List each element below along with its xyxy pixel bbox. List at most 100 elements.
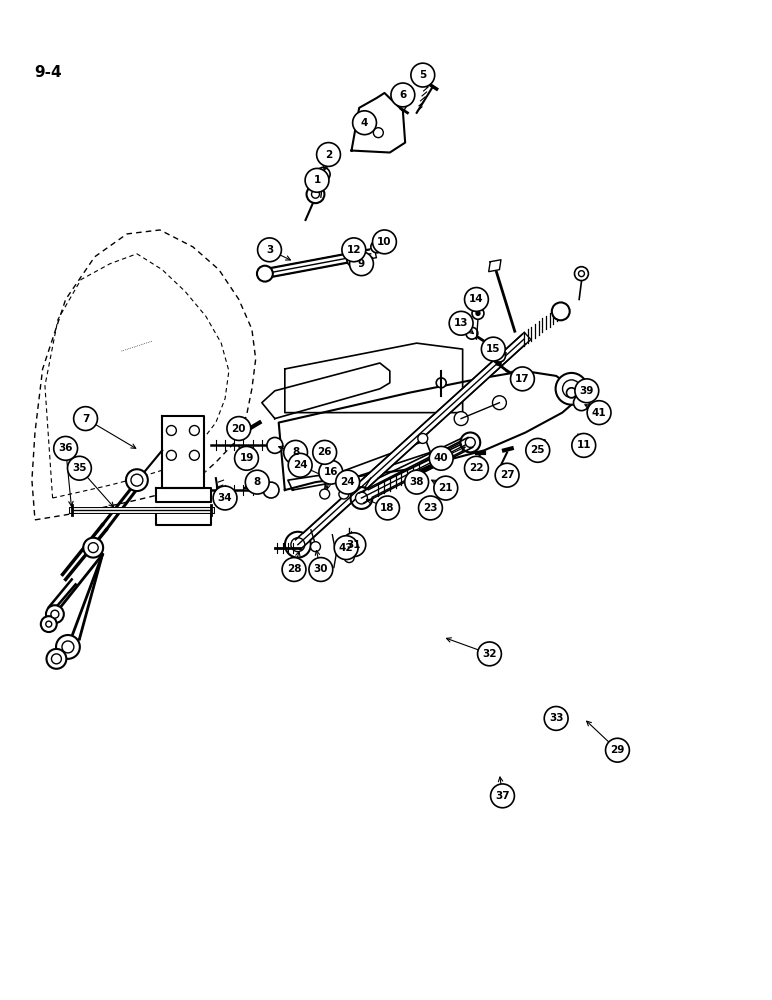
Circle shape — [605, 738, 629, 762]
Circle shape — [490, 784, 514, 808]
Text: 35: 35 — [72, 463, 86, 473]
Circle shape — [312, 190, 320, 198]
Circle shape — [466, 437, 476, 447]
Circle shape — [285, 532, 311, 558]
Text: 36: 36 — [59, 443, 73, 453]
Circle shape — [189, 450, 199, 460]
Circle shape — [324, 473, 333, 481]
Circle shape — [235, 446, 259, 470]
Circle shape — [51, 610, 59, 618]
Polygon shape — [162, 416, 204, 488]
Circle shape — [73, 407, 97, 431]
Circle shape — [544, 707, 568, 730]
Text: 16: 16 — [323, 467, 338, 477]
Circle shape — [350, 252, 374, 276]
Text: 24: 24 — [340, 477, 355, 487]
Circle shape — [556, 373, 587, 405]
Text: 33: 33 — [549, 713, 564, 723]
Circle shape — [62, 641, 74, 653]
Circle shape — [434, 476, 458, 500]
Text: 30: 30 — [313, 564, 328, 574]
Text: 9-4: 9-4 — [35, 65, 63, 80]
Circle shape — [574, 395, 589, 411]
Circle shape — [339, 489, 349, 499]
Text: 20: 20 — [232, 424, 246, 434]
Text: 31: 31 — [347, 540, 361, 550]
Circle shape — [356, 492, 367, 504]
Circle shape — [466, 327, 478, 339]
Circle shape — [167, 450, 176, 460]
Circle shape — [336, 470, 360, 494]
Circle shape — [283, 440, 307, 464]
Polygon shape — [288, 440, 431, 490]
Circle shape — [56, 635, 80, 659]
Polygon shape — [156, 508, 212, 525]
Circle shape — [167, 426, 176, 435]
Circle shape — [374, 128, 384, 138]
Circle shape — [449, 311, 473, 335]
Circle shape — [510, 367, 534, 391]
Circle shape — [493, 350, 506, 362]
Circle shape — [213, 486, 237, 510]
Circle shape — [305, 168, 329, 192]
Circle shape — [46, 605, 64, 623]
Circle shape — [376, 496, 399, 520]
Circle shape — [418, 433, 428, 443]
Text: 34: 34 — [218, 493, 232, 503]
Circle shape — [357, 254, 369, 266]
Text: 28: 28 — [286, 564, 301, 574]
Text: 37: 37 — [495, 791, 510, 801]
Text: 11: 11 — [577, 440, 591, 450]
Polygon shape — [156, 488, 212, 502]
Circle shape — [405, 470, 428, 494]
Circle shape — [552, 302, 570, 320]
Circle shape — [429, 446, 453, 470]
Text: 19: 19 — [239, 453, 254, 463]
Circle shape — [373, 230, 396, 254]
Circle shape — [67, 456, 91, 480]
Circle shape — [342, 238, 366, 262]
Circle shape — [288, 453, 312, 477]
Circle shape — [418, 496, 442, 520]
Circle shape — [126, 469, 147, 491]
Text: 15: 15 — [486, 344, 500, 354]
Circle shape — [476, 311, 480, 315]
Circle shape — [46, 649, 66, 669]
Circle shape — [350, 487, 372, 509]
Circle shape — [245, 470, 269, 494]
Text: 41: 41 — [592, 408, 606, 418]
Circle shape — [258, 238, 282, 262]
Circle shape — [344, 553, 354, 563]
Circle shape — [334, 536, 358, 560]
Text: 38: 38 — [409, 477, 424, 487]
Text: 39: 39 — [580, 386, 594, 396]
Circle shape — [465, 456, 489, 480]
Circle shape — [321, 172, 325, 176]
Circle shape — [257, 266, 273, 282]
Text: 10: 10 — [378, 237, 391, 247]
Polygon shape — [285, 343, 462, 413]
Circle shape — [263, 482, 279, 498]
Circle shape — [495, 463, 519, 487]
Circle shape — [52, 654, 62, 664]
Polygon shape — [351, 93, 405, 153]
Circle shape — [227, 417, 251, 440]
Text: 3: 3 — [266, 245, 273, 255]
Text: 12: 12 — [347, 245, 361, 255]
Circle shape — [563, 380, 581, 398]
Circle shape — [567, 388, 577, 398]
Circle shape — [317, 143, 340, 166]
Circle shape — [350, 257, 357, 263]
Circle shape — [309, 558, 333, 581]
Circle shape — [587, 401, 611, 425]
Text: 13: 13 — [454, 318, 469, 328]
Text: 27: 27 — [499, 470, 514, 480]
Circle shape — [371, 241, 383, 253]
Circle shape — [478, 642, 501, 666]
Text: 18: 18 — [381, 503, 394, 513]
Circle shape — [319, 460, 343, 484]
Circle shape — [391, 83, 415, 107]
Circle shape — [131, 474, 143, 486]
Text: 8: 8 — [254, 477, 261, 487]
Circle shape — [572, 433, 596, 457]
